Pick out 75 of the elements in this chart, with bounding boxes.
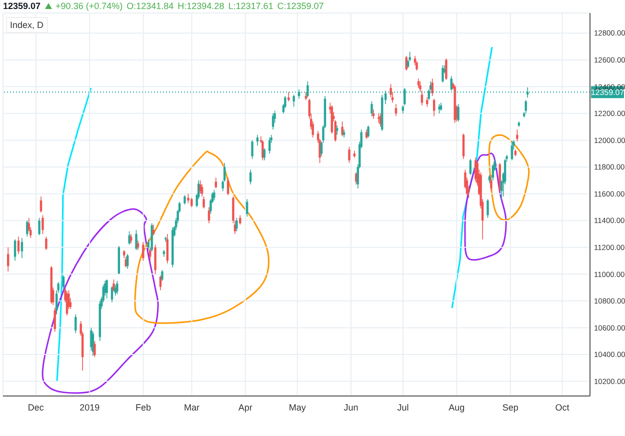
candlestick (355, 172, 358, 185)
candlestick (20, 238, 24, 258)
candlestick (213, 189, 216, 201)
candlestick (38, 217, 40, 236)
candlestick (292, 94, 295, 108)
candlestick (154, 244, 156, 275)
text: L:12317.61 (228, 0, 274, 12)
candlestick (62, 275, 65, 290)
candlestick (263, 148, 266, 161)
candlestick (17, 236, 20, 254)
candlestick (251, 140, 254, 160)
candlestick (268, 137, 271, 154)
text: +90.36 (+0.74%) (56, 0, 123, 12)
x-tick-label: Jul (397, 402, 409, 412)
candlestick (348, 146, 350, 164)
x-tick-label: Oct (555, 402, 570, 412)
candlestick (246, 198, 248, 217)
candlestick (462, 133, 465, 160)
candlestick (130, 234, 132, 244)
candlestick (394, 104, 398, 117)
candlestick (417, 78, 420, 88)
candlestick (432, 98, 436, 117)
candlestick (199, 180, 202, 194)
x-tick-label: Apr (238, 402, 252, 412)
text: Index, D (6, 17, 48, 33)
candlestick (42, 214, 44, 234)
candlestick (112, 279, 115, 292)
candlestick (524, 100, 527, 114)
x-tick-label: Aug (448, 402, 465, 412)
candlestick (106, 279, 108, 299)
x-tick-label: Jun (344, 402, 358, 412)
text: H:12394.28 (178, 0, 224, 12)
text: O:12341.84 (126, 0, 174, 12)
text: 12359.07 (3, 0, 41, 12)
candlestick (214, 177, 217, 189)
candlestick (136, 240, 140, 250)
candlestick (256, 134, 259, 146)
text: C:12359.07 (277, 0, 324, 12)
candlestick (74, 314, 77, 334)
candlestick (516, 129, 518, 142)
candlestick (208, 206, 210, 224)
x-tick-label: Feb (136, 402, 152, 412)
candlestick (184, 194, 186, 205)
candlestick (426, 96, 428, 108)
candlestick (367, 125, 370, 138)
candlestick (510, 141, 514, 161)
candlestick (236, 217, 238, 232)
x-tick-label: 2019 (80, 402, 100, 412)
candlestick (226, 177, 230, 196)
x-tick-label: Mar (184, 402, 200, 412)
candlestick (26, 220, 28, 238)
candlestick (128, 230, 130, 246)
candlestick (54, 307, 56, 332)
candlestick (116, 280, 118, 295)
candlestick (336, 125, 338, 136)
candlestick (14, 238, 16, 262)
candlestick (94, 340, 96, 358)
x-tick-label: May (288, 402, 306, 412)
candlestick (152, 224, 155, 236)
candlestick (378, 113, 380, 124)
x-tick-label: Dec (28, 402, 44, 412)
candlestick (142, 242, 144, 262)
candlestick (135, 230, 138, 250)
candlestick (45, 236, 48, 250)
candlestick (262, 140, 264, 161)
x-tick-label: Sep (502, 402, 518, 412)
candlestick (187, 193, 190, 204)
candlestick (200, 184, 204, 197)
candlestick (7, 246, 10, 272)
candlestick (486, 198, 489, 218)
candlestick (438, 104, 440, 114)
candlestick (370, 100, 373, 117)
candlestick (202, 196, 205, 209)
candlestick (161, 270, 164, 282)
candlestick (190, 197, 193, 208)
